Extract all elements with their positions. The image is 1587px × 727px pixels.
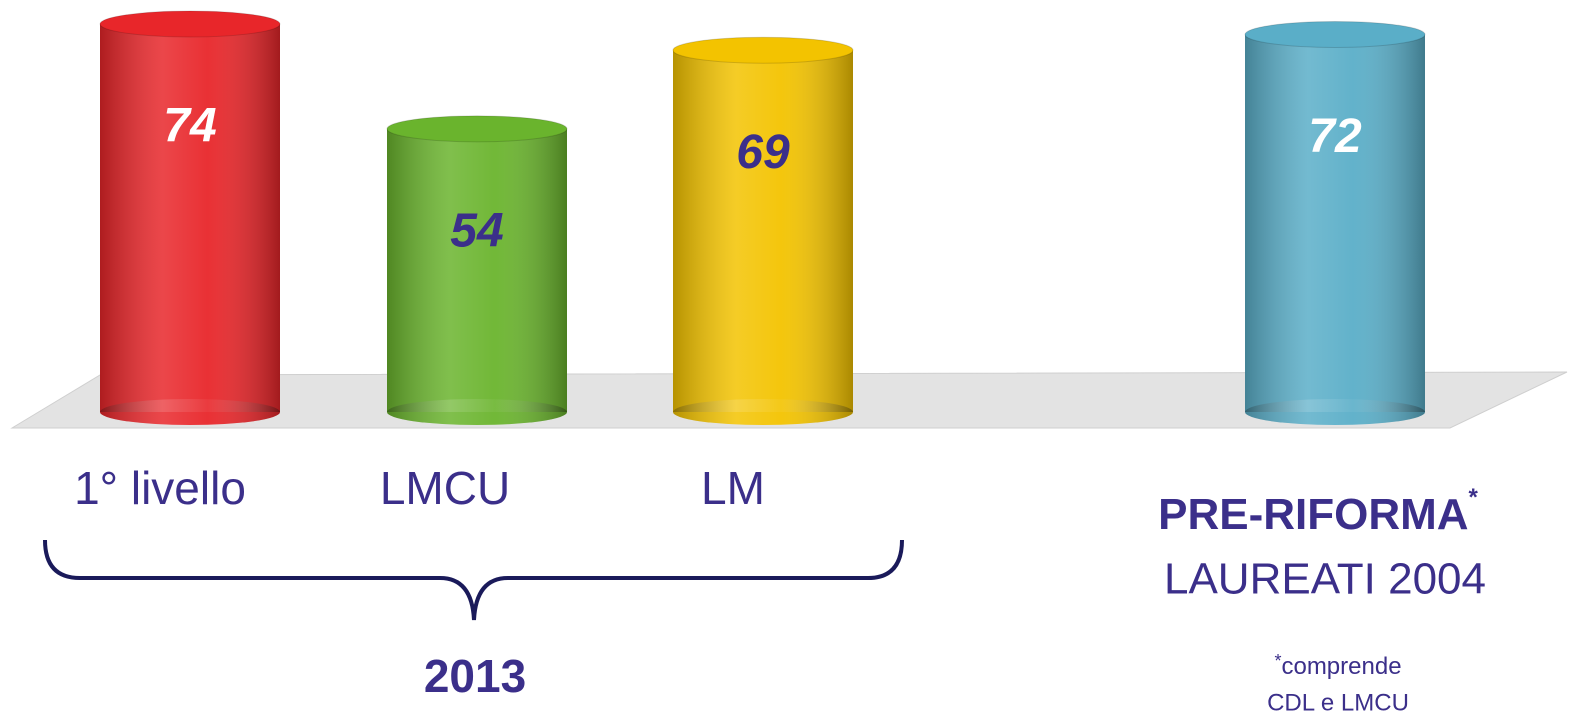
footnote-text: CDL e LMCU [1267, 689, 1409, 716]
category-label: PRE-RIFORMA* [1158, 484, 1478, 538]
bar-shade [1245, 34, 1425, 413]
bottom-shade [387, 399, 567, 425]
category-sublabel: LAUREATI 2004 [1164, 555, 1486, 604]
cylinder-top [386, 115, 568, 143]
group-label: 2013 [424, 650, 526, 702]
category-marker: * [1469, 484, 1479, 511]
cylinder-top [1244, 20, 1426, 48]
value-label: 72 [1308, 110, 1362, 163]
bottom-shade [1245, 399, 1425, 425]
value-label: 54 [450, 205, 503, 258]
bar-shade [673, 50, 853, 412]
bottom-shade [673, 399, 853, 425]
value-label: 74 [163, 100, 216, 153]
footnote-marker: * [1274, 651, 1281, 671]
footnote-text: comprende [1281, 653, 1401, 680]
category-label: 1° livello [74, 462, 246, 514]
cylinder-top [672, 36, 854, 64]
category-name: PRE-RIFORMA [1158, 490, 1468, 539]
cylinder-top [99, 10, 281, 38]
category-label: LM [701, 462, 765, 514]
bar-shade [387, 128, 567, 412]
category-label: LMCU [380, 462, 510, 514]
footnote-line: *comprende [1274, 651, 1401, 681]
bar-shade [100, 24, 280, 412]
bottom-shade [100, 399, 280, 425]
value-label: 69 [736, 126, 790, 179]
group-brace [43, 539, 904, 621]
